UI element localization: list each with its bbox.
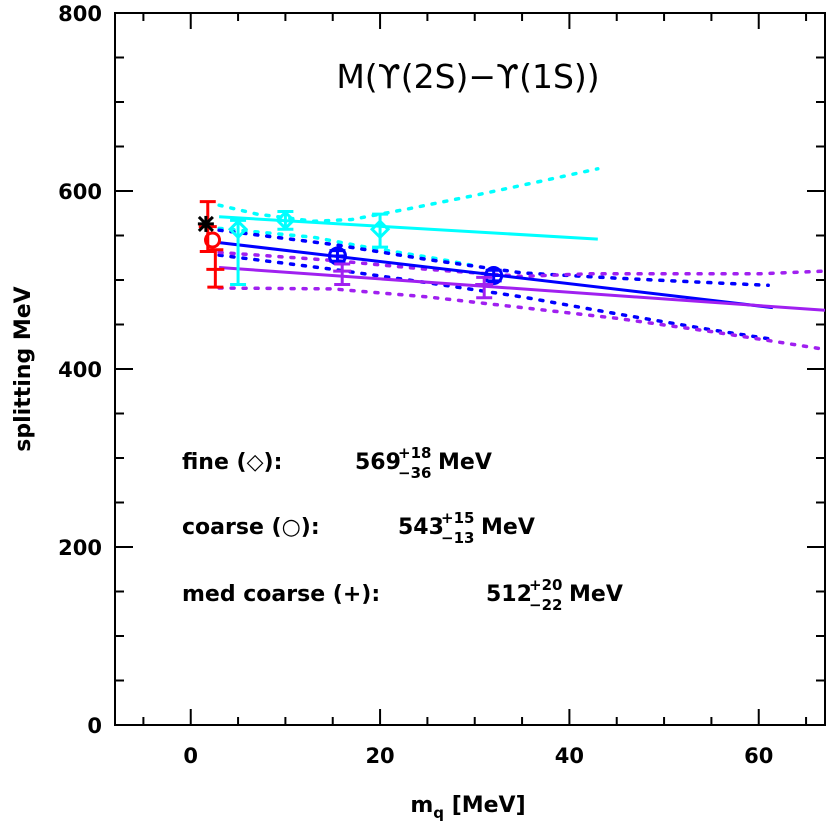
med_coarse-band-lower	[217, 286, 827, 352]
plot-frame	[114, 12, 826, 726]
fine-point-marker	[369, 219, 391, 240]
fit-result-unit: MeV	[438, 450, 492, 475]
fit-result-unit: MeV	[569, 582, 623, 607]
y-tick-label: 0	[87, 714, 102, 738]
x-axis-label: mq [MeV]	[410, 793, 525, 822]
x-axis-label-unit: [MeV]	[444, 793, 526, 818]
y-axis-label: splitting MeV	[11, 286, 36, 451]
x-tick-label: 60	[744, 744, 773, 768]
plot-border	[114, 12, 826, 726]
y-tick-label: 200	[58, 536, 102, 560]
med_coarse-fit-line	[218, 266, 826, 312]
fit-lines	[218, 215, 826, 312]
fit-result-error-minus: −36	[398, 464, 431, 482]
fit-result-error-minus: −13	[441, 529, 474, 547]
fit-result-error-minus: −22	[529, 596, 562, 614]
fit-result-label: coarse (○):	[182, 515, 320, 540]
fine-band-lower	[217, 226, 477, 268]
fit-result-unit: MeV	[481, 515, 535, 540]
fit-result-error-plus: +20	[529, 576, 562, 594]
fit-result-value: 569	[355, 450, 401, 475]
fine-band-upper	[217, 167, 600, 224]
x-tick-label: 40	[555, 744, 584, 768]
chiral-point-marker	[204, 231, 222, 249]
fit-result-label: fine (◇):	[182, 450, 282, 475]
y-tick-label: 800	[58, 2, 102, 26]
fine-point-marker	[275, 210, 296, 231]
y-tick-label: 600	[58, 180, 102, 204]
data-points	[197, 200, 504, 300]
fit-result-value: 512	[486, 582, 532, 607]
fit-result-value: 543	[398, 515, 444, 540]
x-axis-label-main: m	[410, 793, 433, 818]
fit-result-error-plus: +15	[441, 509, 474, 527]
y-tick-label: 400	[58, 358, 102, 382]
fit-result-error-plus: +18	[398, 444, 431, 462]
fit-result-label: med coarse (+):	[182, 582, 380, 607]
error-bands	[217, 167, 827, 352]
fine-point-marker	[227, 219, 249, 240]
x-tick-label: 20	[365, 744, 394, 768]
fit-results: fine (◇): 569+18 −36 MeV coarse (○): 543+15 −1…	[182, 444, 623, 614]
med_coarse-band-upper	[217, 250, 827, 279]
fine-fit-line	[219, 215, 598, 241]
chart-title: M(ϒ(2S)−ϒ(1S))	[336, 57, 599, 96]
x-tick-label: 0	[183, 744, 198, 768]
x-axis-label-subscript: q	[433, 804, 444, 822]
coarse-band-upper	[217, 228, 770, 288]
